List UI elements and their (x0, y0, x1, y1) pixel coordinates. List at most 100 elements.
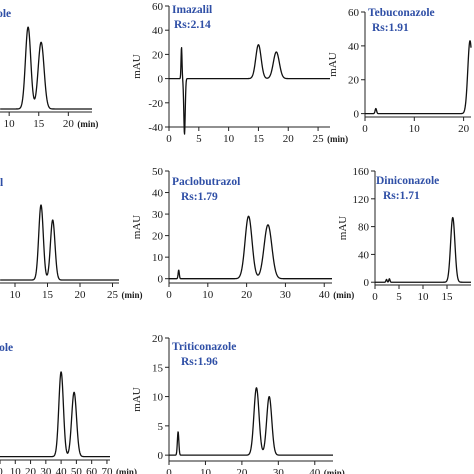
x-tick-label: 30 (40, 466, 52, 474)
chart-subtitle: Rs:2.14 (174, 19, 211, 31)
x-tick-label: 30 (273, 467, 285, 474)
x-tick-label: 60 (86, 466, 98, 474)
x-tick-label: 0 (362, 123, 368, 135)
chart-title: zole (0, 342, 13, 354)
x-tick-label: 20 (283, 133, 295, 145)
y-tick-label: 120 (353, 194, 370, 206)
chart-title: Imazalil (172, 4, 212, 16)
chart-subtitle: Rs:1.91 (372, 22, 409, 34)
x-tick-label: 20 (458, 123, 470, 135)
y-axis-label: mAU (131, 215, 143, 240)
y-tick-label: 40 (152, 188, 164, 200)
x-tick-label: 50 (71, 466, 83, 474)
chromatogram-trace (168, 387, 334, 456)
x-unit-label: (min) (77, 119, 98, 129)
y-tick-label: 15 (152, 362, 164, 374)
chart-title: zole (0, 8, 11, 20)
y-tick-label: 20 (152, 231, 164, 243)
x-tick-label: 0 (166, 467, 172, 474)
x-tick-label: 10 (200, 467, 212, 474)
chart-title: Diniconazole (376, 175, 439, 187)
x-tick-label: 15 (33, 118, 45, 130)
x-tick-label: 10 (409, 123, 421, 135)
x-unit-label: (min) (122, 290, 143, 300)
x-tick-label: 5 (396, 291, 402, 303)
y-tick-label: 60 (348, 7, 360, 19)
x-tick-label: 20 (25, 466, 37, 474)
y-tick-label: 30 (152, 209, 164, 221)
x-tick-label: 25 (313, 133, 325, 145)
chromatogram-trace (0, 371, 111, 458)
y-tick-label: 5 (158, 421, 164, 433)
chromatogram-trace (0, 204, 120, 281)
x-tick-label: 40 (56, 466, 68, 474)
x-tick-label: 20 (236, 467, 248, 474)
x-tick-label: 0 (166, 289, 172, 301)
y-tick-label: 0 (158, 274, 164, 286)
x-tick-label: 15 (253, 133, 265, 145)
chart-panel-imazalil: -40 -20 0 20 40 60 mAU 0 5 10 15 20 25 (min) Imazalil R… (131, 1, 348, 145)
x-tick-label: 15 (42, 289, 54, 301)
x-tick-label: 10 (202, 289, 214, 301)
x-tick-label: 20 (241, 289, 253, 301)
y-tick-label: -40 (148, 122, 163, 134)
x-tick-label: 0 (0, 466, 3, 474)
x-tick-label: 10 (4, 118, 16, 130)
chromatogram-trace (168, 215, 333, 280)
y-tick-label: 20 (348, 75, 360, 87)
y-tick-label: 10 (152, 252, 164, 264)
y-tick-label: 0 (364, 277, 370, 289)
chart-title: Triticonazole (172, 341, 236, 353)
x-tick-label: 20 (75, 289, 87, 301)
y-axis-label: mAU (337, 216, 349, 241)
y-tick-label: 0 (158, 450, 164, 462)
chart-panel-l: 10 15 20 25 (min) l (0, 177, 143, 301)
y-axis-label: mAU (131, 54, 143, 79)
x-tick-label: 10 (418, 291, 430, 303)
chart-title: Paclobutrazol (172, 176, 240, 188)
chart-subtitle: Rs:1.79 (181, 191, 218, 203)
y-axis-label: mAU (131, 387, 143, 412)
y-tick-label: 40 (152, 25, 164, 37)
x-tick-label: 40 (319, 289, 331, 301)
y-tick-label: 0 (158, 74, 164, 86)
x-unit-label: (min) (327, 134, 348, 144)
x-tick-label: 0 (372, 291, 378, 303)
x-tick-label: 10 (223, 133, 235, 145)
y-tick-label: -20 (148, 98, 163, 110)
chart-panel-tebuconazole: 0 20 40 60 mAU 0 10 20 Tebuconazole Rs:1.91 (327, 7, 472, 135)
x-tick-label: 40 (309, 467, 321, 474)
chromatogram-trace (168, 44, 331, 135)
x-tick-label: 10 (10, 289, 22, 301)
x-unit-label: (min) (116, 467, 137, 474)
y-tick-label: 10 (152, 392, 164, 404)
x-tick-label: 10 (10, 466, 22, 474)
y-tick-label: 20 (152, 49, 164, 61)
x-tick-label: 15 (442, 291, 454, 303)
x-tick-label: 5 (196, 133, 202, 145)
chart-title: Tebuconazole (368, 7, 435, 19)
chart-panel-diniconazole: 0 40 80 120 160 mAU 0 5 10 15 Diniconazole Rs:1.71 (337, 166, 472, 303)
chart-panel-triticonazole: 0 5 10 15 20 mAU 0 10 20 30 40 (min) Triticonazole Rs… (131, 333, 345, 474)
y-tick-label: 160 (353, 166, 370, 178)
y-tick-label: 80 (358, 222, 370, 234)
y-tick-label: 50 (152, 166, 164, 178)
y-tick-label: 40 (358, 249, 370, 261)
y-tick-label: 60 (152, 1, 164, 13)
y-tick-label: 20 (152, 333, 164, 345)
chart-title: l (0, 177, 3, 189)
y-tick-label: 40 (348, 41, 360, 53)
chromatogram-trace (374, 216, 472, 283)
x-tick-label: 0 (166, 133, 172, 145)
chart-subtitle: Rs:1.71 (383, 190, 420, 202)
x-tick-label: 20 (63, 118, 75, 130)
x-unit-label: (min) (333, 290, 354, 300)
chromatogram-trace (0, 26, 93, 110)
y-axis-label: mAU (327, 52, 339, 77)
y-tick-label: 0 (354, 109, 360, 121)
x-tick-label: 70 (101, 466, 113, 474)
